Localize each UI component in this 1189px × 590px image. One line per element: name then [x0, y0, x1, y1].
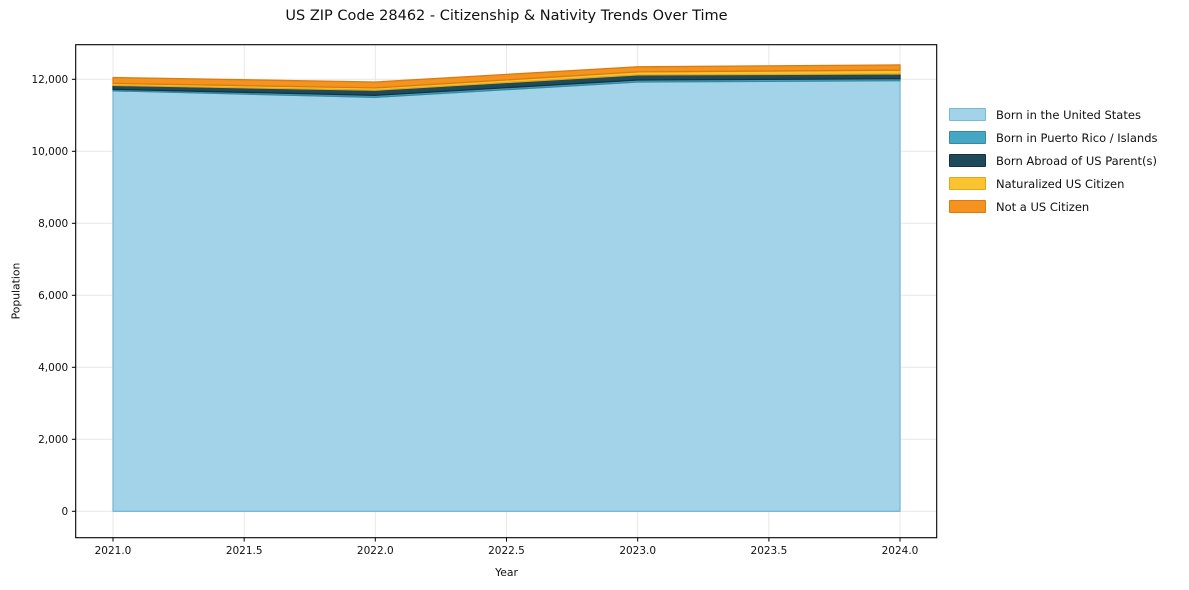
- y-axis-label: Population: [9, 262, 23, 320]
- legend-swatch: [949, 200, 986, 213]
- y-tick-label: 2,000: [38, 434, 68, 446]
- x-tick-label: 2024.0: [882, 545, 919, 557]
- legend-label: Naturalized US Citizen: [996, 176, 1125, 191]
- area-series-5: [112, 64, 901, 89]
- legend-item: Born in the United States: [949, 103, 1158, 126]
- y-tick-label: 0: [62, 506, 69, 518]
- x-tick-label: 2021.0: [95, 545, 132, 557]
- y-tick-label: 4,000: [38, 362, 68, 374]
- legend-swatch: [949, 131, 986, 144]
- y-tick-label: 6,000: [38, 290, 68, 302]
- x-tick-label: 2023.0: [619, 545, 656, 557]
- legend-label: Born in Puerto Rico / Islands: [996, 130, 1158, 145]
- legend-swatch: [949, 108, 986, 121]
- legend-label: Born in the United States: [996, 107, 1141, 122]
- x-tick-label: 2022.0: [357, 545, 394, 557]
- legend-label: Born Abroad of US Parent(s): [996, 153, 1157, 168]
- x-tick-label: 2023.5: [751, 545, 788, 557]
- legend-swatch: [949, 154, 986, 167]
- y-tick-label: 8,000: [38, 218, 68, 230]
- legend-item: Born Abroad of US Parent(s): [949, 149, 1158, 172]
- area-series-1: [112, 80, 901, 512]
- legend-swatch: [949, 177, 986, 190]
- y-tick-label: 12,000: [31, 74, 68, 86]
- legend: Born in the United States Born in Puerto …: [949, 103, 1158, 218]
- y-tick-label: 10,000: [31, 146, 68, 158]
- x-axis-label: Year: [495, 566, 518, 579]
- x-tick-label: 2022.5: [488, 545, 525, 557]
- chart-title: US ZIP Code 28462 - Citizenship & Nativi…: [285, 8, 728, 24]
- legend-item: Naturalized US Citizen: [949, 172, 1158, 195]
- legend-item: Not a US Citizen: [949, 195, 1158, 218]
- legend-label: Not a US Citizen: [996, 199, 1090, 214]
- x-tick-label: 2021.5: [226, 545, 263, 557]
- legend-item: Born in Puerto Rico / Islands: [949, 126, 1158, 149]
